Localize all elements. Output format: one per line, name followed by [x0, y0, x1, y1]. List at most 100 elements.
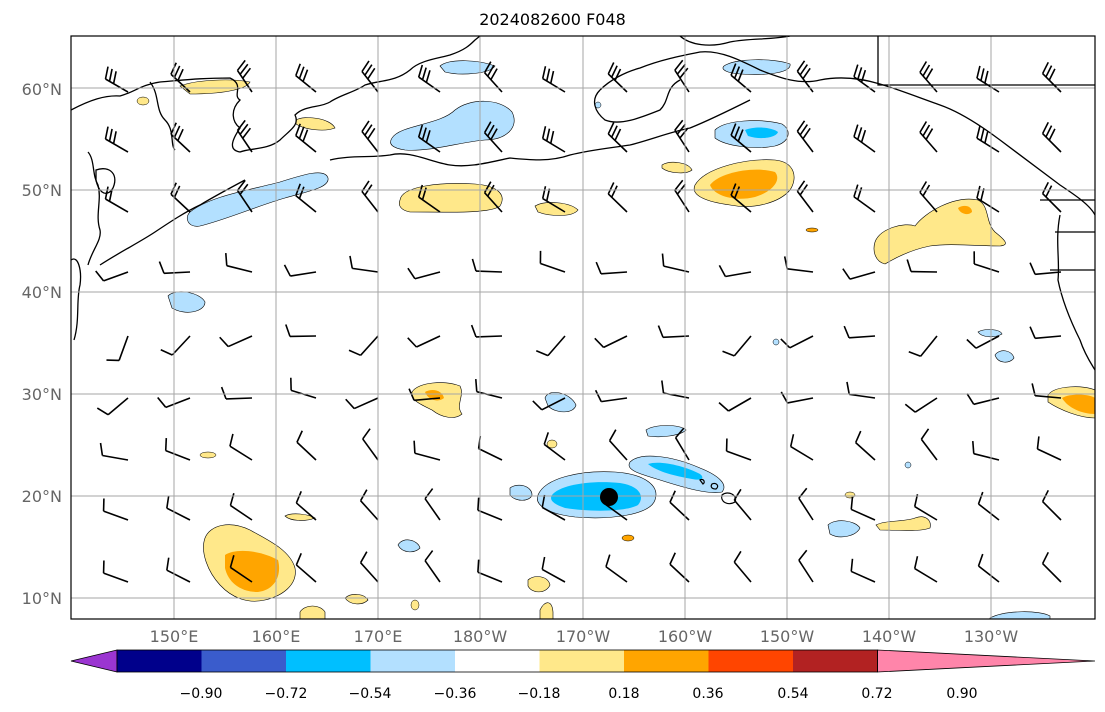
- barb-staff: [225, 397, 253, 400]
- wind-barb: [236, 179, 253, 213]
- barb-feather: [1041, 61, 1049, 74]
- barb-staff: [914, 567, 938, 583]
- barb-feather: [799, 64, 809, 76]
- barb-feather: [925, 128, 934, 140]
- coastlines: [71, 36, 1095, 371]
- wind-barb: [477, 559, 503, 583]
- barb-feather: [984, 70, 989, 84]
- barb-feather: [535, 350, 549, 357]
- neg-spot: [772, 338, 780, 346]
- barb-feather: [733, 186, 741, 199]
- lat-label: 60°N: [22, 80, 62, 99]
- barb-feather: [1041, 551, 1049, 564]
- barb-feather: [483, 121, 492, 134]
- sakhalin-coast: [87, 151, 101, 266]
- wind-barb: [674, 179, 690, 213]
- barb-feather: [348, 349, 361, 357]
- barb-feather: [298, 186, 305, 199]
- barb-staff: [103, 510, 129, 521]
- barb-feather: [421, 127, 427, 140]
- barb-feather: [302, 69, 309, 82]
- barb-feather: [532, 400, 543, 411]
- barb-staff: [414, 271, 441, 280]
- pos-core: [710, 169, 778, 199]
- barb-feather: [224, 253, 228, 266]
- barb-feather: [733, 126, 741, 139]
- barb-feather: [733, 488, 742, 501]
- barb-staff: [541, 506, 566, 521]
- wind-barb: [541, 556, 566, 583]
- wind-barb: [359, 489, 379, 521]
- wind-barb: [541, 66, 566, 93]
- wind-barb: [535, 335, 566, 357]
- wind-barb: [853, 64, 876, 93]
- wind-barb: [853, 184, 876, 213]
- barb-feather: [407, 337, 418, 348]
- barb-feather: [610, 125, 618, 138]
- wind-barb: [722, 335, 752, 357]
- wind-barb: [674, 119, 690, 153]
- barb-feather: [976, 185, 981, 199]
- barb-feather: [1048, 128, 1056, 141]
- barb-feather: [980, 128, 985, 141]
- pos-core: [958, 205, 972, 215]
- wind-barb: [474, 379, 503, 399]
- barb-feather: [361, 120, 370, 132]
- barb-staff: [102, 454, 129, 461]
- barb-feather: [417, 184, 424, 198]
- wind-barb: [359, 551, 379, 583]
- neg-area: [827, 520, 861, 538]
- barb-staff: [229, 445, 253, 461]
- barb-staff: [920, 335, 938, 357]
- wind-barb: [417, 64, 441, 93]
- barb-staff: [107, 397, 129, 416]
- neg-area: [722, 59, 791, 75]
- barb-feather: [483, 61, 492, 74]
- neg-area: [994, 350, 1015, 363]
- barb-feather: [605, 554, 611, 567]
- aleutian-chain: [329, 99, 751, 167]
- wind-barb: [908, 335, 938, 357]
- barb-staff: [226, 264, 253, 273]
- colorbar-label: 0.54: [777, 686, 808, 702]
- barb-staff: [163, 271, 191, 275]
- colorbar-label: 0.36: [692, 686, 723, 702]
- maui-island: [710, 482, 719, 490]
- wind-barb: [913, 556, 938, 583]
- barb-feather: [239, 183, 249, 195]
- barb-staff: [669, 563, 690, 583]
- barb-staff: [733, 561, 752, 583]
- barb-feather: [104, 66, 109, 80]
- barb-feather: [108, 128, 113, 142]
- colorbar-segment: [793, 650, 878, 672]
- barb-feather: [919, 181, 928, 193]
- barb-feather: [913, 556, 919, 569]
- barb-feather: [541, 66, 547, 79]
- wind-barb: [407, 335, 441, 348]
- barb-staff: [478, 447, 503, 461]
- barb-feather: [545, 128, 551, 142]
- wind-barb: [730, 63, 752, 93]
- barb-staff: [601, 397, 628, 403]
- wind-barb: [361, 120, 379, 153]
- colorbar-segment: [286, 650, 371, 672]
- wind-barb: [229, 433, 253, 461]
- wind-barb: [236, 119, 253, 153]
- colorbar-segment: [117, 650, 202, 672]
- barb-staff: [725, 271, 752, 278]
- wind-barb: [361, 60, 379, 93]
- bc-border: [1040, 199, 1095, 271]
- asia-coast: [71, 36, 481, 153]
- barb-staff: [850, 508, 876, 521]
- wind-barb: [846, 381, 876, 399]
- wind-barb: [674, 59, 690, 93]
- barb-feather: [798, 487, 808, 499]
- wind-barb: [850, 496, 876, 521]
- barb-staff: [1042, 501, 1062, 521]
- wind-barb: [1036, 436, 1062, 461]
- barb-staff: [414, 397, 441, 402]
- wind-barb: [483, 181, 503, 213]
- barb-staff: [295, 564, 317, 583]
- barb-staff: [914, 397, 938, 413]
